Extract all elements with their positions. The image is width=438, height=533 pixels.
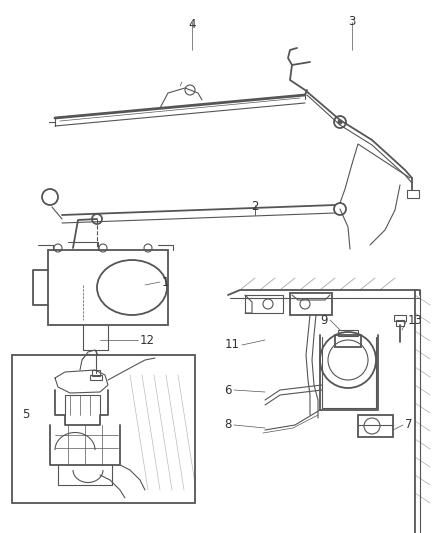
- Bar: [394, 315, 406, 321]
- Bar: [358, 415, 393, 437]
- Text: 1: 1: [162, 276, 170, 288]
- Bar: [48, 250, 168, 325]
- Bar: [396, 320, 404, 326]
- Text: 13: 13: [408, 313, 423, 327]
- Text: 3: 3: [348, 15, 356, 28]
- Text: 2: 2: [251, 200, 259, 213]
- Circle shape: [338, 120, 342, 124]
- Bar: [245, 295, 283, 313]
- Text: 12: 12: [140, 334, 155, 346]
- Bar: [335, 335, 361, 347]
- Text: 11: 11: [225, 338, 240, 351]
- Bar: [407, 190, 419, 198]
- Text: 9: 9: [321, 313, 328, 327]
- Text: 4: 4: [188, 18, 196, 31]
- Bar: [90, 375, 102, 380]
- Text: 8: 8: [225, 418, 232, 432]
- Text: 6: 6: [225, 384, 232, 397]
- Bar: [290, 293, 332, 315]
- Text: 5: 5: [22, 408, 29, 422]
- Bar: [338, 330, 358, 336]
- Bar: [92, 370, 100, 376]
- Bar: [12, 355, 195, 503]
- Text: 7: 7: [405, 418, 413, 432]
